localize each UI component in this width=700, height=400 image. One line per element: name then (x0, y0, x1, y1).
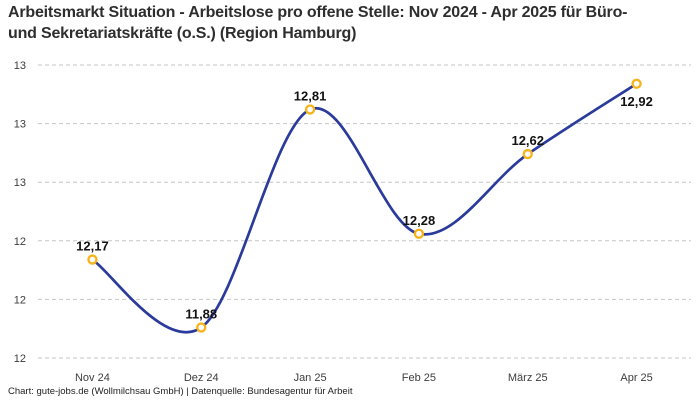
data-point-marker (522, 148, 533, 160)
y-tick-label: 13 (14, 119, 26, 131)
y-tick-label: 12 (14, 236, 26, 248)
y-tick-label: 12 (14, 294, 26, 306)
trend-line (91, 82, 638, 334)
chart-title-line2: und Sekretariatskräfte (o.S.) (Region Ha… (8, 25, 357, 42)
x-tick-label: Jan 25 (294, 372, 327, 384)
x-tick-label: März 25 (508, 372, 548, 384)
data-point-label: 12,62 (511, 133, 544, 148)
data-point-marker (631, 78, 642, 89)
data-point-marker (196, 322, 207, 333)
chart-title-line1: Arbeitsmarkt Situation - Arbeitslose pro… (8, 4, 628, 21)
y-tick-label: 13 (14, 177, 26, 189)
chart-footer: Chart: gute-jobs.de (Wollmilchsau GmbH) … (8, 386, 353, 397)
data-point-label: 12,28 (403, 213, 436, 228)
x-tick-label: Nov 24 (75, 372, 110, 384)
x-tick-label: Feb 25 (402, 372, 436, 384)
data-point-marker (304, 104, 316, 115)
x-tick-label: Dez 24 (184, 372, 219, 384)
data-point-label: 12,92 (620, 94, 653, 109)
data-point-label: 11,88 (185, 307, 217, 322)
y-tick-label: 12 (14, 353, 26, 365)
data-point-label: 12,81 (294, 89, 327, 104)
data-point-marker (87, 254, 98, 265)
data-point-marker (413, 228, 425, 239)
chart-title: Arbeitsmarkt Situation - Arbeitslose pro… (8, 2, 696, 44)
y-tick-label: 13 (14, 60, 26, 72)
x-tick-label: Apr 25 (620, 372, 652, 384)
data-point-label: 12,17 (76, 239, 109, 254)
